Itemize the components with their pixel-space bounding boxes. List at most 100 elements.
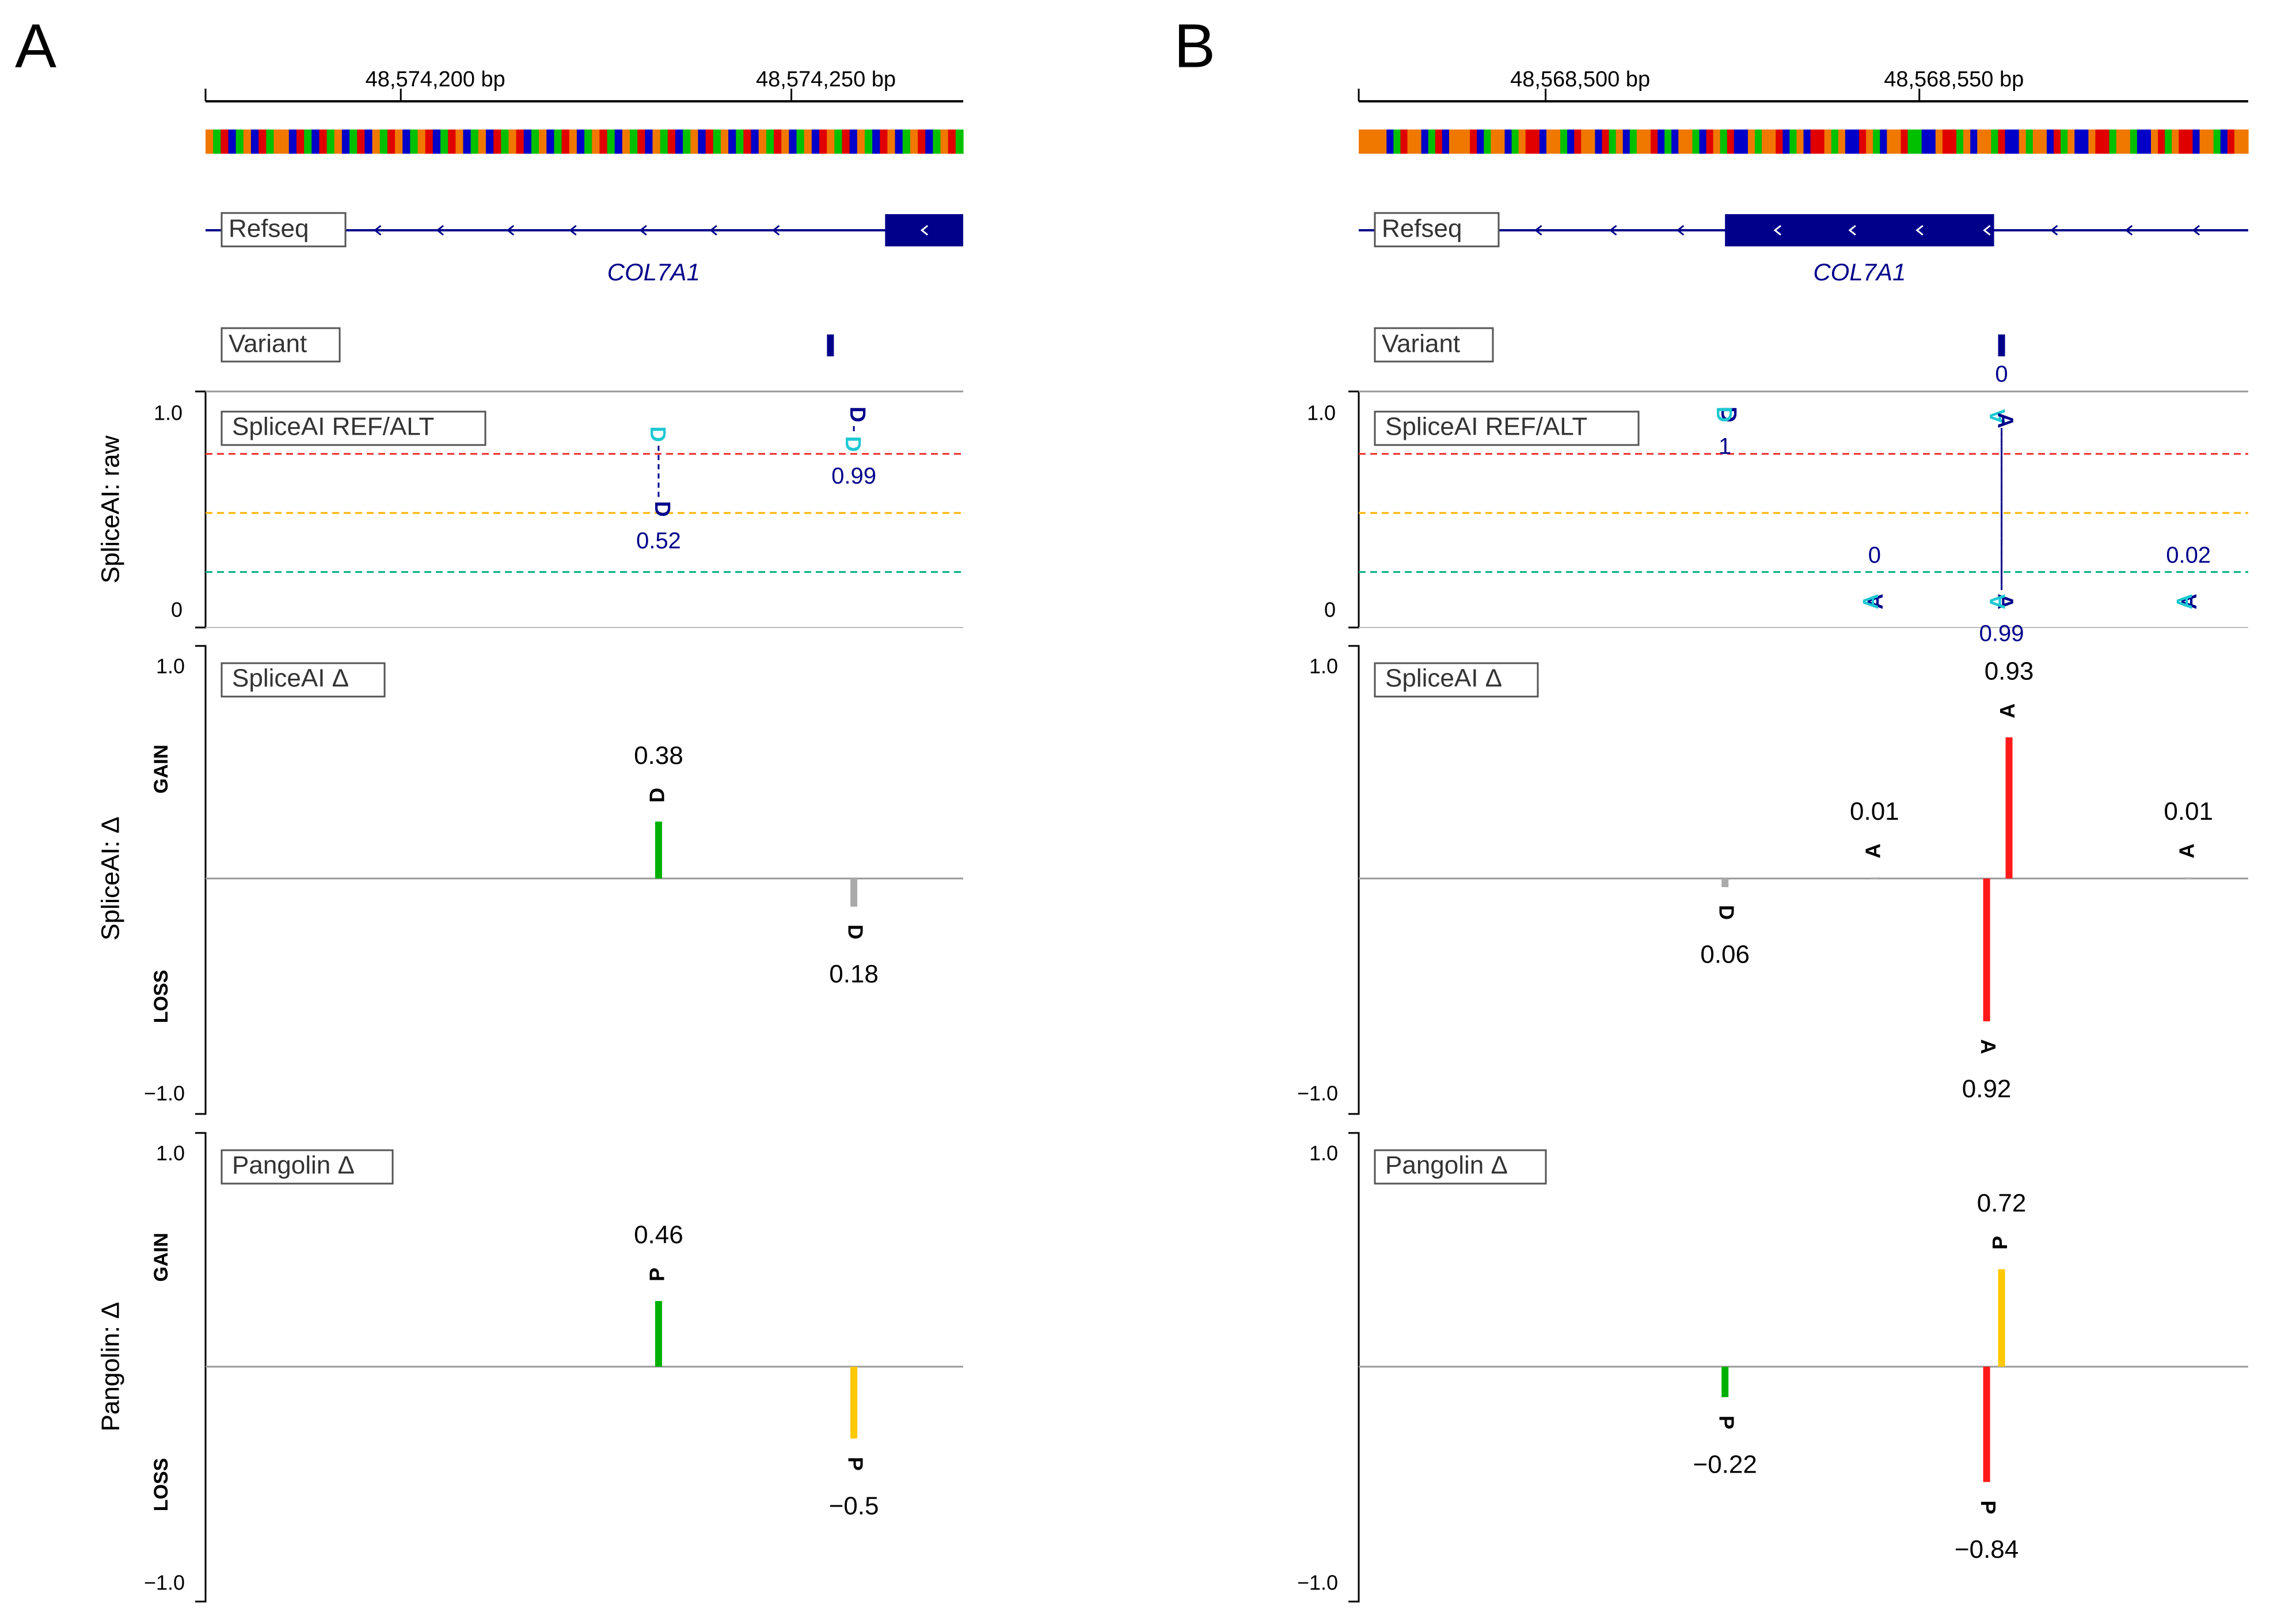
sequence-base-G	[395, 130, 403, 154]
sequence-base-T	[880, 130, 888, 154]
raw-y-tick-label: 1.0	[154, 401, 183, 425]
raw-alt-glyph: A	[1986, 594, 2010, 609]
pangolin-delta-y-tick-label: 1.0	[1309, 1142, 1338, 1165]
spliceai-delta-bar-glyph: D	[645, 788, 668, 803]
raw-ref-glyph: A	[2177, 594, 2202, 609]
track-label-box	[1374, 1149, 1547, 1185]
strand-arrow-icon	[709, 225, 717, 236]
raw-y-tick-label: 1.0	[1307, 401, 1336, 425]
gene-name: COL7A1	[1813, 258, 1906, 286]
sequence-base-T	[1859, 130, 1867, 154]
sequence-base-A	[1720, 130, 1728, 154]
sequence-base-A	[1692, 130, 1700, 154]
sequence-base-C	[925, 130, 933, 154]
sequence-base-G	[1518, 130, 1526, 154]
sequence-base-G	[652, 130, 661, 154]
spliceai-delta-bar-label: 0.18	[829, 960, 879, 988]
sequence-base-G	[1866, 130, 1873, 154]
pangolin-delta-bar	[1721, 1367, 1729, 1397]
raw-score-label: 0.99	[1979, 621, 2024, 646]
sequence-base-C	[432, 130, 441, 154]
sequence-base-T	[221, 130, 229, 154]
spliceai-delta-bar-label: 0.92	[1962, 1075, 2012, 1103]
spliceai-delta-bar-glyph: D	[844, 925, 868, 940]
sequence-base-G	[1984, 130, 1991, 154]
pangolin-delta-gain-label: GAIN	[150, 1233, 172, 1282]
sequence-base-A	[713, 130, 721, 154]
pangolin-delta-bar-glyph: P	[844, 1457, 868, 1471]
pangolin-delta-y-axis-label: Pangolin: Δ	[97, 1302, 125, 1431]
sequence-base-C	[1477, 130, 1484, 154]
strand-arrow-icon	[436, 225, 444, 236]
sequence-base-A	[902, 130, 911, 154]
sequence-base-A	[1956, 130, 1964, 154]
track-label-pangolin-delta: Pangolin Δ	[232, 1151, 355, 1180]
ruler-tick-label: 48,574,200 bp	[366, 67, 505, 92]
sequence-base-A	[470, 130, 479, 154]
sequence-base-C	[485, 130, 494, 154]
track-label-variant: Variant	[229, 330, 307, 358]
raw-ref-glyph: D	[650, 501, 674, 516]
sequence-base-C	[1671, 130, 1679, 154]
track-label-box	[221, 1149, 394, 1185]
sequence-base-T	[1900, 130, 1909, 154]
track-label-box	[221, 327, 341, 363]
sequence-base-A	[2130, 130, 2138, 154]
sequence-base-G	[273, 130, 282, 154]
sequence-base-A	[766, 130, 774, 154]
strand-arrow-icon	[639, 225, 647, 236]
sequence-base-G	[1553, 130, 1561, 154]
pangolin-delta-bar-glyph: P	[1715, 1416, 1739, 1429]
sequence-base-A	[933, 130, 941, 154]
sequence-base-G	[1935, 130, 1943, 154]
raw-score-label: 0.99	[831, 463, 876, 489]
gene-name: COL7A1	[607, 258, 700, 286]
sequence-base-T	[599, 130, 608, 154]
sequence-base-C	[1970, 130, 1978, 154]
sequence-base-A	[531, 130, 539, 154]
strand-arrow-icon	[1848, 225, 1856, 236]
pangolin-delta-loss-label: LOSS	[150, 1458, 172, 1512]
sequence-base-A	[1873, 130, 1880, 154]
sequence-base-C	[2046, 130, 2054, 154]
sequence-base-C	[1845, 130, 1853, 154]
ruler-tick-label: 48,568,550 bp	[1884, 67, 2024, 92]
sequence-base-A	[1511, 130, 1519, 154]
sequence-base-A	[304, 130, 312, 154]
sequence-base-T	[1706, 130, 1714, 154]
sequence-base-C	[751, 130, 759, 154]
pangolin-delta-bar-glyph: P	[1988, 1236, 2012, 1250]
track-label-spliceai-delta: SpliceAI Δ	[232, 664, 349, 693]
sequence-base-G	[2241, 130, 2249, 154]
track-label-box	[1374, 662, 1539, 698]
sequence-base-C	[1504, 130, 1512, 154]
strand-arrow-icon	[1676, 225, 1685, 236]
sequence-base-G	[1887, 130, 1895, 154]
ruler-tick-label: 48,568,500 bp	[1510, 67, 1650, 92]
sequence-base-G	[857, 130, 865, 154]
sequence-base-A	[834, 130, 843, 154]
raw-alt-glyph: A	[1859, 594, 1883, 609]
sequence-base-G	[2151, 130, 2158, 154]
sequence-base-C	[546, 130, 554, 154]
strand-arrow-icon	[1773, 225, 1781, 236]
sequence-base-G	[690, 130, 698, 154]
sequence-base-A	[1755, 130, 1762, 154]
strand-arrow-icon	[374, 225, 382, 236]
spliceai-delta-y-tick-label: −1.0	[1297, 1082, 1338, 1105]
sequence-base-A	[1991, 130, 1999, 154]
spliceai-delta-bar-glyph: D	[1715, 905, 1739, 920]
gene-exon	[885, 214, 963, 246]
sequence-base-A	[660, 130, 668, 154]
track-label-spliceai-refalt: SpliceAI REF/ALT	[1385, 413, 1587, 441]
sequence-base-C	[228, 130, 237, 154]
sequence-base-C	[1386, 130, 1394, 154]
strand-arrow-icon	[2050, 225, 2058, 236]
sequence-base-G	[1636, 130, 1644, 154]
sequence-base-A	[1664, 130, 1672, 154]
sequence-base-A	[607, 130, 615, 154]
pangolin-delta-bar	[1983, 1367, 1990, 1482]
raw-ref-glyph: D	[1716, 406, 1740, 422]
sequence-base-T	[1470, 130, 1477, 154]
sequence-base-T	[2095, 130, 2103, 154]
